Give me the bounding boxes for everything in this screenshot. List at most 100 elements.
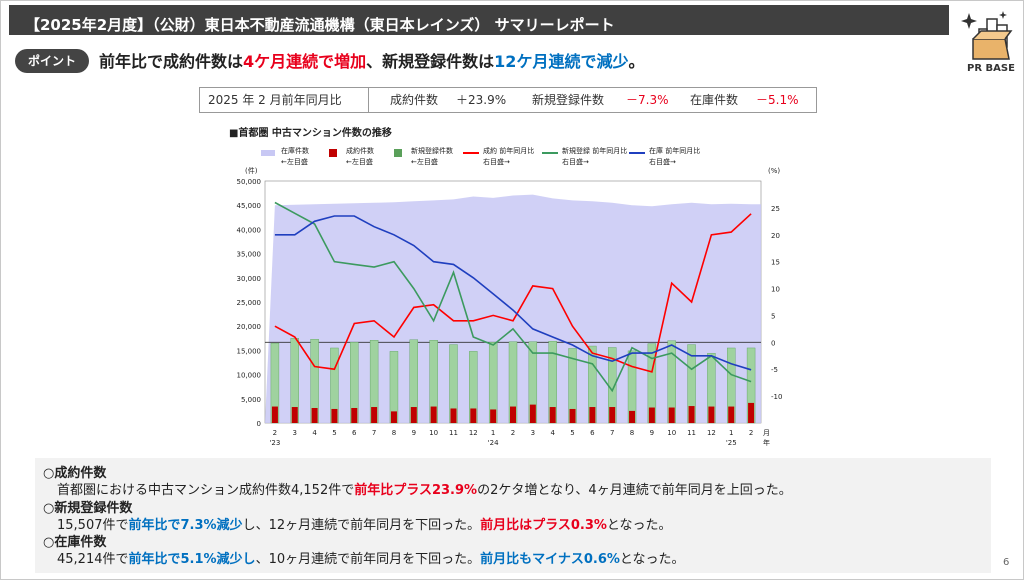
note-segment: 前年比で5.1%減少し xyxy=(128,552,256,567)
x-tick: 5 xyxy=(332,429,336,437)
y-left-tick: 20,000 xyxy=(237,323,262,331)
contracts-bar xyxy=(410,407,417,423)
note-body: 15,507件で前年比で7.3%減少し、12ヶ月連続で前年同月を下回った。前月比… xyxy=(57,514,672,533)
contracts-bar xyxy=(331,408,338,423)
y-right-tick: -10 xyxy=(771,393,782,401)
stock-value: －5.1% xyxy=(756,93,799,107)
contracts-bar xyxy=(271,406,278,423)
header-bar: 【2025年2月度】（公財）東日本不動産流通機構（東日本レインズ） サマリーレポ… xyxy=(9,5,949,35)
legend-label: ←左目盛 xyxy=(346,157,373,166)
x-tick: 2 xyxy=(273,429,277,437)
contracts-bar xyxy=(589,407,596,423)
legend-label: 新規登録 前年同月比 xyxy=(562,146,627,155)
legend-label: 成約件数 xyxy=(346,146,374,155)
contracts-bar xyxy=(609,407,616,423)
note-segment: 45,214件で xyxy=(57,552,129,567)
x-year-label: '23 xyxy=(269,439,280,447)
notes-panel: ○成約件数首都圏における中古マンション成約件数4,152件で前年比プラス23.9… xyxy=(35,458,991,573)
y-left-tick: 25,000 xyxy=(237,299,262,307)
point-headline: 前年比で成約件数は4ケ月連続で増加、新規登録件数は12ケ月連続で減少。 xyxy=(99,48,644,72)
y-left-tick: 50,000 xyxy=(237,178,262,186)
stock-label: 在庫件数 xyxy=(690,93,739,107)
x-tick: 1 xyxy=(491,429,495,437)
x-tick: 10 xyxy=(667,429,676,437)
x-tick: 2 xyxy=(749,429,753,437)
logo-text: PR BASE xyxy=(967,63,1015,74)
x-tick: 6 xyxy=(590,429,595,437)
contracts-bar xyxy=(351,407,358,423)
yoy-summary-box: 2025 年 2 月前年同月比 成約件数 ＋23.9% 新規登録件数 －7.3%… xyxy=(199,87,817,113)
point-text-5: 。 xyxy=(628,52,645,71)
legend-swatch xyxy=(261,150,275,156)
x-tick: 4 xyxy=(312,429,317,437)
contracts-bar xyxy=(668,407,675,423)
x-tick: 2 xyxy=(511,429,515,437)
point-text-3: 、新規登録件数は xyxy=(366,52,495,71)
contracts-bar xyxy=(490,409,497,423)
note-segment: 前月比もマイナス0.6% xyxy=(480,552,620,567)
legend-swatch xyxy=(394,149,402,157)
pr-base-logo-icon xyxy=(961,11,1013,60)
contracts-bar xyxy=(569,408,576,423)
legend-label: 成約 前年同月比 xyxy=(483,146,534,155)
x-tick: 9 xyxy=(412,429,416,437)
legend-label: 在庫件数 xyxy=(281,146,309,155)
y-left-tick: 5,000 xyxy=(241,396,261,404)
note-segment: し、12ヶ月連続で前年同月を下回った。 xyxy=(242,518,481,533)
legend-label: 右目盛→ xyxy=(562,157,589,166)
note-segment: の2ケタ増となり、4ヶ月連続で前年同月を上回った。 xyxy=(477,483,792,498)
x-tick: 7 xyxy=(610,429,614,437)
y-right-tick: 10 xyxy=(771,286,780,294)
note-segment: 15,507件で xyxy=(57,518,129,533)
contracts-bar xyxy=(371,407,378,423)
x-tick: 7 xyxy=(372,429,376,437)
x-tick: 10 xyxy=(429,429,438,437)
x-tick: 12 xyxy=(469,429,478,437)
y-right-tick: 25 xyxy=(771,205,780,213)
yoy-line xyxy=(274,215,752,371)
x-tick: 5 xyxy=(570,429,574,437)
point-text-1: 前年比で成約件数は xyxy=(99,52,244,71)
stock-area xyxy=(265,194,761,423)
y-left-tick: 35,000 xyxy=(237,251,262,259)
y-left-tick: 45,000 xyxy=(237,202,262,210)
point-badge: ポイント xyxy=(15,49,89,73)
legend-label: 新規登録件数 xyxy=(411,146,453,155)
contracts-bar xyxy=(629,410,636,423)
note-segment: 前年比プラス23.9% xyxy=(354,483,478,498)
yoy-line xyxy=(274,213,752,373)
note-heading: ○在庫件数 xyxy=(43,535,107,550)
legend-label: 右目盛→ xyxy=(649,157,676,166)
y-left-tick: 0 xyxy=(257,420,261,428)
note-body: 45,214件で前年比で5.1%減少し、10ヶ月連続で前年同月を下回った。前月比… xyxy=(57,548,685,567)
contracts-bar xyxy=(390,411,397,423)
x-year-label: '24 xyxy=(488,439,499,447)
contracts-bar xyxy=(688,406,695,423)
x-tick: 11 xyxy=(449,429,458,437)
x-year-label: '25 xyxy=(726,439,737,447)
note-segment: 、10ヶ月連続で前年同月を下回った。 xyxy=(255,552,481,567)
note-segment: 首都圏における中古マンション成約件数4,152件で xyxy=(57,483,355,498)
x-tick: 4 xyxy=(550,429,555,437)
x-tick: 12 xyxy=(707,429,716,437)
point-text-2: 4ケ月連続で増加 xyxy=(243,52,367,71)
y-left-tick: 30,000 xyxy=(237,275,262,283)
contracts-bar xyxy=(470,408,477,423)
x-tick: 1 xyxy=(729,429,733,437)
y-right-unit: (%) xyxy=(768,167,780,175)
y-left-tick: 15,000 xyxy=(237,347,262,355)
contracts-bar xyxy=(510,406,516,423)
legend-label: ←左目盛 xyxy=(411,157,438,166)
x-month-suffix: 月 xyxy=(763,429,770,437)
x-tick: 6 xyxy=(352,429,357,437)
note-segment: 前月比はプラス0.3% xyxy=(480,518,607,533)
stats-divider xyxy=(368,88,369,112)
legend-label: ←左目盛 xyxy=(281,157,308,166)
note-heading: ○成約件数 xyxy=(43,466,107,481)
note-segment: となった。 xyxy=(619,552,685,567)
new-listings-value: －7.3% xyxy=(626,93,669,107)
x-year-suffix: 年 xyxy=(763,438,770,447)
page-title: 【2025年2月度】（公財）東日本不動産流通機構（東日本レインズ） サマリーレポ… xyxy=(25,16,615,34)
x-tick: 8 xyxy=(630,429,634,437)
